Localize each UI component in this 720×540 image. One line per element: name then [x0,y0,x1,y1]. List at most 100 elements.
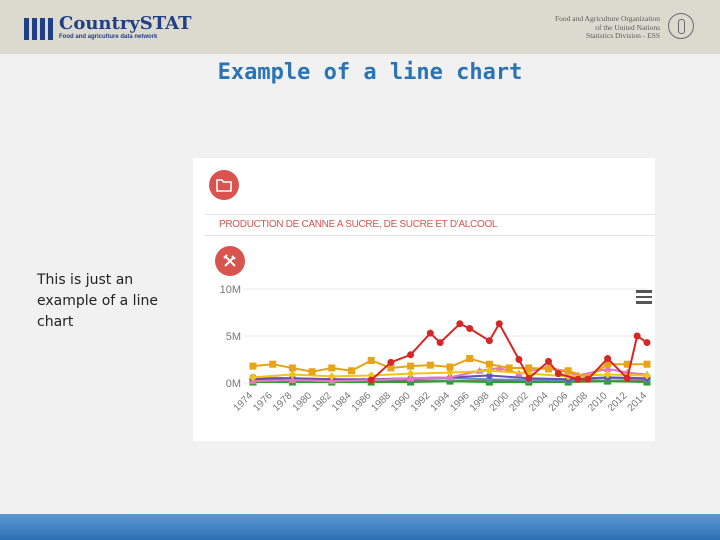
data-point[interactable] [525,374,533,382]
series-group [249,355,651,381]
data-point[interactable] [545,365,552,373]
data-point[interactable] [308,368,316,376]
org-line-3: Statistics Division - ESS [586,31,660,40]
data-point[interactable] [525,364,533,372]
data-point[interactable] [603,370,612,379]
org-line-1: Food and Agriculture Organization [554,14,660,23]
data-point[interactable] [505,364,513,372]
data-point[interactable] [485,360,493,368]
data-point[interactable] [327,372,336,381]
x-tick-label: 1976 [251,390,275,414]
slide-title: Example of a line chart [217,60,523,85]
x-tick-label: 2012 [606,390,630,414]
logo-bars-icon [24,17,53,40]
x-tick-label: 1998 [468,390,492,414]
data-point[interactable] [387,358,395,366]
data-point[interactable] [643,371,651,380]
tools-button[interactable] [215,246,245,276]
data-point[interactable] [407,362,415,370]
y-tick-label: 0M [226,378,241,390]
data-point[interactable] [288,364,296,372]
data-point[interactable] [446,373,454,381]
data-point[interactable] [436,339,444,347]
data-point[interactable] [406,369,415,378]
body-text: This is just an example of a line chart [37,272,158,330]
x-tick-label: 2008 [567,390,591,414]
data-point[interactable] [426,361,434,369]
data-point[interactable] [643,339,651,347]
line-chart: 10M 5M 0M 19741976197819801982198419861988… [220,284,651,414]
data-point[interactable] [604,355,612,363]
footer-band [0,514,720,540]
data-point[interactable] [574,375,582,383]
x-tick-label: 2006 [547,390,571,414]
x-tick-label: 1988 [370,390,394,414]
data-point[interactable] [328,364,336,372]
data-point[interactable] [623,360,631,368]
chart-title: PRODUCTION DE CANNE A SUCRE, DE SUCRE ET… [219,219,498,230]
x-tick-label: 2014 [626,390,650,414]
x-tick-label: 2000 [488,390,512,414]
data-point[interactable] [604,360,612,368]
header-banner: CountrySTAT Food and agriculture data ne… [0,0,720,54]
data-point[interactable] [485,366,494,375]
x-tick-label: 1990 [389,390,413,414]
data-point[interactable] [643,360,651,368]
data-point[interactable] [446,368,454,377]
data-point[interactable] [466,324,474,332]
data-point[interactable] [269,360,277,368]
data-point[interactable] [545,357,552,365]
data-point[interactable] [288,370,297,379]
data-point[interactable] [426,329,434,337]
y-tick-label: 10M [220,284,241,296]
x-tick-label: 1994 [429,390,453,414]
x-tick-label: 2004 [527,390,551,414]
org-line-2: of the United Nations [595,22,660,32]
data-point[interactable] [623,374,631,382]
data-point[interactable] [406,374,415,382]
x-tick-label: 1984 [330,390,354,414]
countrystat-logo[interactable]: CountrySTAT Food and agriculture data ne… [24,15,192,42]
fao-org-name: Food and Agriculture Organization of the… [554,14,660,41]
data-point[interactable] [564,367,572,375]
data-point[interactable] [348,367,355,375]
chart-title-bar: PRODUCTION DE CANNE A SUCRE, DE SUCRE ET… [205,214,655,236]
data-point[interactable] [495,363,504,371]
x-tick-label: 1980 [291,390,315,414]
fao-emblem-icon [668,13,694,39]
data-point[interactable] [367,376,375,384]
data-point[interactable] [249,373,257,382]
y-tick-label: 5M [226,331,241,343]
x-tick-label: 1996 [448,390,472,414]
data-point[interactable] [367,356,375,364]
x-tick-label: 1982 [310,390,334,414]
folder-icon [216,179,232,192]
data-point[interactable] [407,351,415,359]
x-tick-label: 1992 [409,390,433,414]
folder-button[interactable] [209,170,239,200]
data-point[interactable] [327,377,336,385]
x-tick-label: 1986 [350,390,374,414]
x-tick-label: 1974 [232,390,256,414]
data-point[interactable] [288,376,297,384]
data-point[interactable] [515,356,523,363]
data-point[interactable] [495,320,503,328]
x-tick-label: 2010 [586,390,610,414]
data-point[interactable] [584,375,592,383]
data-point[interactable] [466,355,474,363]
data-point[interactable] [633,332,641,340]
data-point[interactable] [485,371,494,380]
data-point[interactable] [446,363,454,371]
chart-panel: PRODUCTION DE CANNE A SUCRE, DE SUCRE ET… [193,158,655,441]
data-point[interactable] [554,370,562,378]
data-point[interactable] [387,364,395,372]
x-tick-label: 1978 [271,390,295,414]
chart-menu-button[interactable] [634,287,654,307]
data-point[interactable] [603,364,612,372]
tools-icon [223,254,236,267]
brand-tagline: Food and agriculture data network [59,34,158,40]
data-point[interactable] [249,362,257,370]
data-point[interactable] [456,320,464,328]
brand-name: CountrySTAT [59,13,192,34]
data-point[interactable] [485,337,493,345]
